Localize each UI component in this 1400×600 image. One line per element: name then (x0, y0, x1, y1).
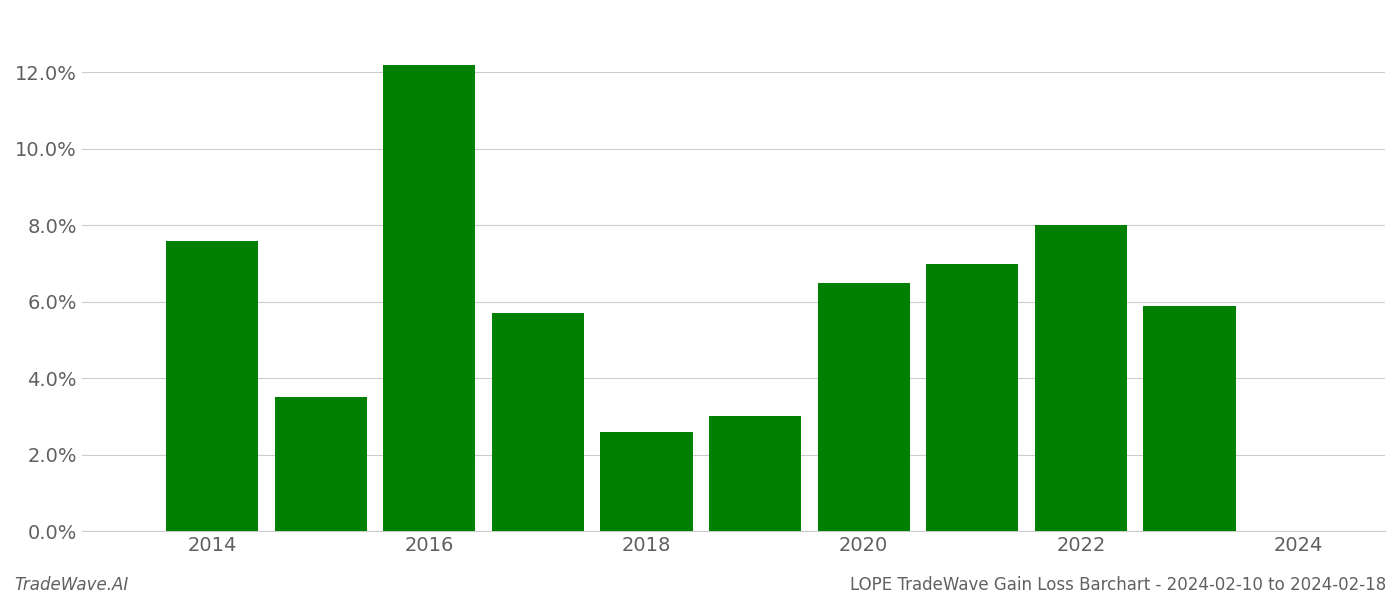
Bar (167, 241, 258, 531)
Bar (491, 313, 584, 531)
Bar (708, 416, 801, 531)
Bar (274, 397, 367, 531)
Bar (927, 263, 1018, 531)
Bar (1035, 225, 1127, 531)
Bar (818, 283, 910, 531)
Text: LOPE TradeWave Gain Loss Barchart - 2024-02-10 to 2024-02-18: LOPE TradeWave Gain Loss Barchart - 2024… (850, 576, 1386, 594)
Bar (1144, 305, 1236, 531)
Bar (384, 65, 476, 531)
Text: TradeWave.AI: TradeWave.AI (14, 576, 129, 594)
Bar (601, 432, 693, 531)
